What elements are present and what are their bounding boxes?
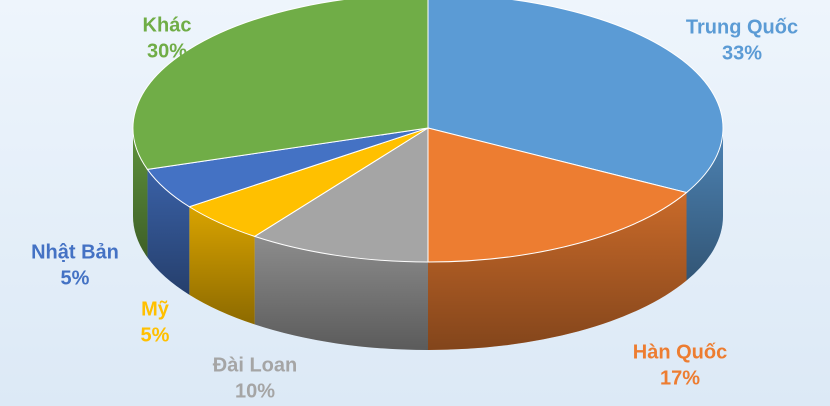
- value-label: 17%: [660, 367, 700, 389]
- slice-side-shade: [133, 128, 148, 258]
- slice-label: Khác: [143, 14, 192, 36]
- slice-label: Nhật Bản: [31, 241, 119, 263]
- slice-side-shade: [147, 169, 190, 295]
- slice: [132, 0, 429, 170]
- slice-side-shade: [254, 236, 428, 350]
- slice-label: Mỹ: [141, 298, 170, 320]
- value-label: 5%: [61, 267, 90, 289]
- slice-label: Hàn Quốc: [633, 341, 727, 363]
- slice-side-shade: [686, 128, 723, 281]
- slice-label: Đài Loan: [213, 354, 297, 376]
- slice-side-shade: [189, 206, 255, 325]
- slice-label: Trung Quốc: [686, 16, 798, 38]
- slice: [427, 127, 688, 263]
- slice-side-shade: [428, 192, 687, 350]
- value-label: 5%: [141, 324, 170, 346]
- value-label: 30%: [147, 40, 187, 62]
- value-label: 10%: [235, 380, 275, 402]
- value-label: 33%: [722, 42, 762, 64]
- slice: [253, 127, 429, 263]
- slice: [427, 0, 724, 194]
